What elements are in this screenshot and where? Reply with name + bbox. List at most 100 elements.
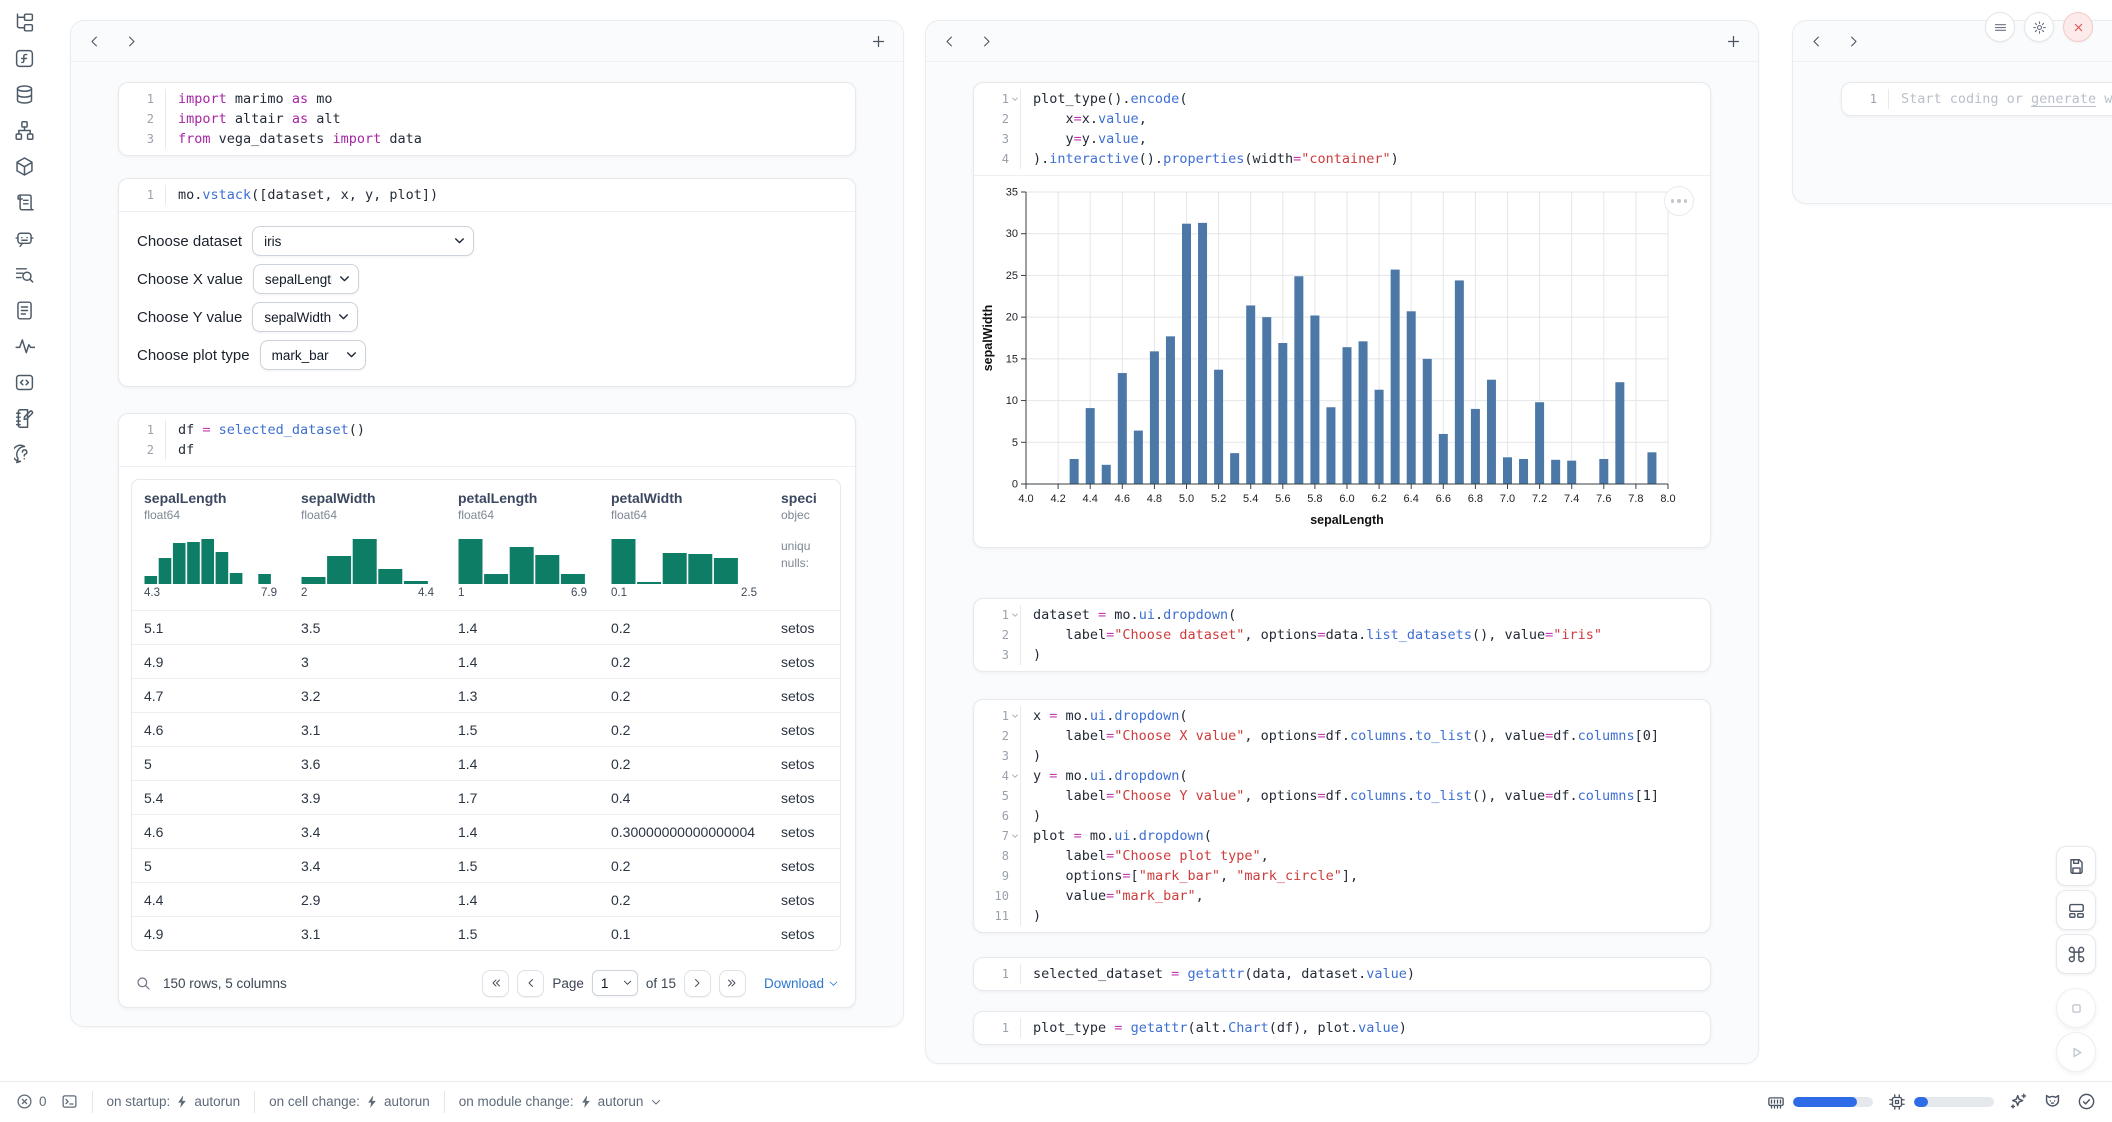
column-header-speci[interactable]: speciobjecuniqunulls: xyxy=(769,480,841,610)
sidebar-item-dependencies[interactable] xyxy=(14,120,35,141)
add-cell-icon[interactable] xyxy=(870,33,887,50)
prev-page-button[interactable] xyxy=(517,970,544,997)
column-header-sepalWidth[interactable]: sepalWidthfloat6424.4 xyxy=(289,480,446,610)
code-editor[interactable]: 1import marimo as mo2import altair as al… xyxy=(119,83,855,155)
table-footer: 150 rows, 5 columns Page 1 of 15 Downloa… xyxy=(119,963,855,1007)
svg-text:10: 10 xyxy=(1006,395,1018,407)
column-nav-right-icon[interactable] xyxy=(1846,34,1861,49)
choose-plot-type-select[interactable]: mark_bar xyxy=(260,340,366,370)
column-nav-left-icon[interactable] xyxy=(87,34,102,49)
svg-text:30: 30 xyxy=(1006,228,1018,240)
error-count: 0 xyxy=(39,1094,47,1109)
column-nav-left-icon[interactable] xyxy=(942,34,957,49)
assistant-button[interactable] xyxy=(2043,1092,2062,1111)
fold-chevron-icon[interactable] xyxy=(1009,89,1020,109)
cpu-icon xyxy=(1888,1093,1906,1111)
runtime-on-cell-change[interactable]: on cell change: autorun xyxy=(269,1094,430,1109)
sidebar-item-functions[interactable] xyxy=(14,48,35,69)
sidebar-item-tracing[interactable] xyxy=(14,336,35,357)
column-nav-right-icon[interactable] xyxy=(124,34,139,49)
sidebar-item-packages[interactable] xyxy=(14,156,35,177)
choose-y-value-select[interactable]: sepalWidth xyxy=(252,302,358,332)
bolt-icon xyxy=(365,1095,379,1109)
code-editor[interactable]: 1df = selected_dataset()2df xyxy=(119,414,855,466)
code-editor[interactable]: 1mo.vstack([dataset, x, y, plot]) xyxy=(119,179,855,211)
sidebar-item-documentation[interactable] xyxy=(14,300,35,321)
sidebar-item-scratchpad[interactable] xyxy=(14,408,35,429)
svg-text:0: 0 xyxy=(1012,479,1018,491)
code-cell-selected-dataset: 1selected_dataset = getattr(data, datase… xyxy=(973,957,1711,991)
table-cell: 4.9 xyxy=(132,926,289,942)
line-number: 11 xyxy=(995,906,1009,926)
code-editor[interactable]: 1x = mo.ui.dropdown(2 label="Choose X va… xyxy=(974,700,1710,932)
code-editor[interactable]: 1dataset = mo.ui.dropdown(2 label="Choos… xyxy=(974,599,1710,671)
sidebar-item-outline[interactable] xyxy=(14,192,35,213)
chart-actions-button[interactable] xyxy=(1664,186,1694,216)
choose-x-value-select[interactable]: sepalLength xyxy=(253,264,359,294)
runtime-on-module-change[interactable]: on module change: autorun xyxy=(459,1094,663,1109)
sidebar-item-data-sources[interactable] xyxy=(14,84,35,105)
column-nav-left-icon[interactable] xyxy=(1809,34,1824,49)
search-icon[interactable] xyxy=(135,975,151,991)
table-cell: setos xyxy=(769,688,841,704)
run-button[interactable] xyxy=(2056,1032,2096,1072)
stop-button[interactable] xyxy=(2056,988,2096,1028)
column-header-petalWidth[interactable]: petalWidthfloat640.12.5 xyxy=(599,480,769,610)
connection-status-button[interactable] xyxy=(2077,1092,2096,1111)
shortcuts-button[interactable] xyxy=(2056,934,2096,974)
table-cell: 0.2 xyxy=(599,654,769,670)
code-editor[interactable]: 1selected_dataset = getattr(data, datase… xyxy=(974,958,1710,990)
bot-message-icon xyxy=(14,228,35,249)
column-range: 16.9 xyxy=(458,587,587,599)
fold-chevron-icon[interactable] xyxy=(1009,706,1020,726)
save-button[interactable] xyxy=(2056,846,2096,886)
code-cell-plot-type: 1plot_type = getattr(alt.Chart(df), plot… xyxy=(973,1011,1711,1045)
first-page-button[interactable] xyxy=(482,970,509,997)
line-number: 1 xyxy=(147,89,154,109)
layout-button[interactable] xyxy=(2056,890,2096,930)
column-header-sepalLength[interactable]: sepalLengthfloat644.37.9 xyxy=(132,480,289,610)
terminal-button[interactable] xyxy=(61,1093,78,1110)
column-header xyxy=(71,21,903,62)
fold-chevron-icon[interactable] xyxy=(1009,605,1020,625)
sidebar-item-snippets[interactable] xyxy=(14,372,35,393)
table-cell: setos xyxy=(769,654,841,670)
generate-link[interactable]: generate xyxy=(2031,91,2096,107)
altair-bar-chart[interactable]: 051015202530354.04.24.44.64.85.05.25.45.… xyxy=(980,184,1680,532)
column-header-petalLength[interactable]: petalLengthfloat6416.9 xyxy=(446,480,599,610)
code-editor[interactable]: 1plot_type().encode(2 x=x.value,3 y=y.va… xyxy=(974,83,1710,175)
page-select[interactable]: 1 xyxy=(592,970,638,996)
column-nav-right-icon[interactable] xyxy=(979,34,994,49)
code-cell-chart: 1plot_type().encode(2 x=x.value,3 y=y.va… xyxy=(973,82,1711,548)
error-count-badge[interactable]: 0 xyxy=(16,1093,47,1110)
settings-button[interactable] xyxy=(2024,12,2054,42)
sidebar-item-help[interactable] xyxy=(14,444,35,465)
package-icon xyxy=(14,156,35,177)
table-cell: 2.9 xyxy=(289,892,446,908)
bolt-icon xyxy=(579,1095,593,1109)
ai-button[interactable] xyxy=(2009,1092,2028,1111)
table-cell: 0.4 xyxy=(599,790,769,806)
last-page-button[interactable] xyxy=(719,970,746,997)
sidebar-item-chat[interactable] xyxy=(14,228,35,249)
choose-dataset-select[interactable]: iris xyxy=(252,226,474,256)
fold-chevron-icon[interactable] xyxy=(1009,766,1020,786)
code-editor[interactable]: 1plot_type = getattr(alt.Chart(df), plot… xyxy=(974,1012,1710,1044)
download-button[interactable]: Download xyxy=(764,976,839,991)
menu-button[interactable] xyxy=(1985,12,2015,42)
code-box-icon xyxy=(14,372,35,393)
code-editor[interactable]: 1 Start coding or generate with xyxy=(1842,83,2112,115)
table-cell: 3 xyxy=(289,654,446,670)
sidebar-item-file-explorer[interactable] xyxy=(14,12,35,33)
svg-text:5.8: 5.8 xyxy=(1307,493,1322,505)
close-button[interactable] xyxy=(2063,12,2093,42)
next-page-button[interactable] xyxy=(684,970,711,997)
line-number: 1 xyxy=(1002,1018,1009,1038)
sidebar-item-logs[interactable] xyxy=(14,264,35,285)
runtime-on-startup[interactable]: on startup: autorun xyxy=(107,1094,241,1109)
table-cell: 3.2 xyxy=(289,688,446,704)
table-row: 5.43.91.70.4setos xyxy=(132,780,840,814)
table-cell: 0.2 xyxy=(599,858,769,874)
add-cell-icon[interactable] xyxy=(1725,33,1742,50)
fold-chevron-icon[interactable] xyxy=(1009,826,1020,846)
